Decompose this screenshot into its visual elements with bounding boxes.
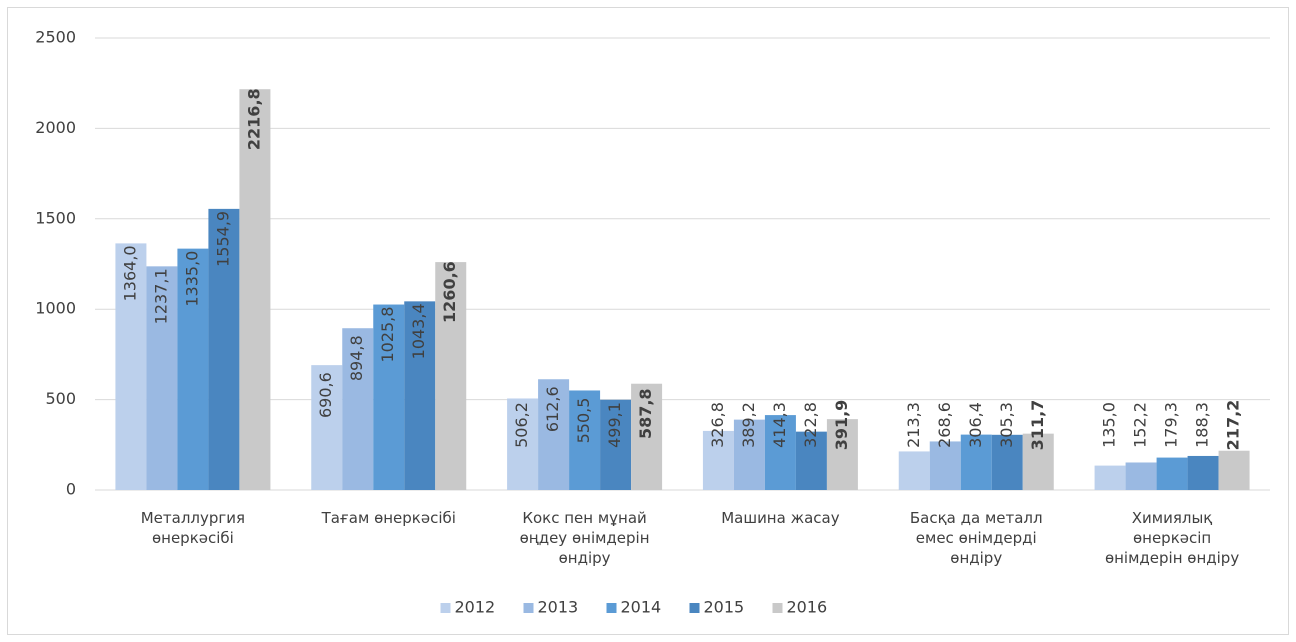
data-label: 506,2 [512,402,531,448]
bar [373,304,405,490]
y-tick-label: 2500 [35,28,76,47]
data-label: 587,8 [636,388,655,439]
data-label: 389,2 [739,402,758,448]
y-tick-label: 1000 [35,299,76,318]
data-label: 1364,0 [120,245,139,301]
x-tick-label: Химиялық өнеркәсіп өнімдерін өндіру [1104,509,1240,567]
bar [208,208,240,490]
data-label: 1335,0 [182,251,201,307]
legend-label: 2016 [787,598,828,617]
bar [1187,455,1219,490]
bar [702,430,734,490]
bar [1022,433,1054,490]
data-label: 217,2 [1224,400,1243,451]
bar [600,399,632,490]
legend-label: 2014 [621,598,662,617]
bar [631,383,663,490]
data-label: 499,1 [605,402,624,448]
legend-swatch [606,603,617,613]
bar [960,434,992,490]
bar [342,328,374,490]
bar [795,431,827,490]
data-label: 1237,1 [151,268,170,324]
x-tick-label: Кокс пен мұнай өңдеу өнімдерін өндіру [519,509,650,567]
bar [538,379,570,490]
data-label: 2216,8 [244,88,263,150]
x-tick-label: Тағам өнеркәсібі [321,509,456,527]
data-label: 152,2 [1131,402,1150,448]
bar [929,441,961,490]
y-tick-label: 1500 [35,208,76,227]
data-label: 690,6 [316,372,335,418]
legend-swatch [440,603,451,613]
data-label: 322,8 [801,402,820,448]
data-label: 179,3 [1162,402,1181,448]
y-tick-label: 500 [45,389,76,408]
legend-swatch [772,603,783,613]
y-tick-label: 2000 [35,118,76,137]
bar [1125,462,1157,490]
legend-swatch [689,603,700,613]
legend-label: 2015 [704,598,745,617]
data-label: 612,6 [543,386,562,432]
bar [733,419,765,490]
data-label: 135,0 [1100,402,1119,448]
data-label: 1025,8 [378,307,397,363]
bar [404,301,436,490]
bar [764,415,796,490]
bar [898,451,930,490]
bar [1218,450,1250,490]
y-tick-label: 0 [66,480,76,499]
legend-label: 2012 [455,598,496,617]
x-tick-label: Басқа да металл емес өнімдерді өндіру [909,509,1043,567]
data-label: 306,4 [966,402,985,448]
data-label: 311,7 [1028,400,1047,451]
data-label: 1043,4 [409,303,428,359]
data-label: 213,3 [904,402,923,448]
bar [435,262,467,490]
bar [239,89,271,490]
bar [826,419,858,490]
bar [311,365,343,490]
bar [177,248,209,490]
x-tick-label: Металлургия өнеркәсібі [140,509,246,547]
data-label: 188,3 [1193,402,1212,448]
x-tick-label: Машина жасау [721,509,840,527]
data-label: 414,3 [770,402,789,448]
bar [507,398,539,490]
bar [1094,465,1126,490]
bar [115,243,147,490]
legend-swatch [523,603,534,613]
data-label: 894,8 [347,335,366,381]
bar [1156,457,1188,490]
legend-label: 2013 [538,598,579,617]
data-label: 1260,6 [440,261,459,323]
data-label: 326,8 [708,402,727,448]
data-label: 391,9 [832,400,851,451]
bar [146,266,178,490]
data-label: 1554,9 [213,211,232,267]
data-label: 268,6 [935,402,954,448]
data-label: 550,5 [574,398,593,444]
data-label: 305,3 [997,402,1016,448]
bar [569,390,601,490]
bar [991,434,1023,490]
